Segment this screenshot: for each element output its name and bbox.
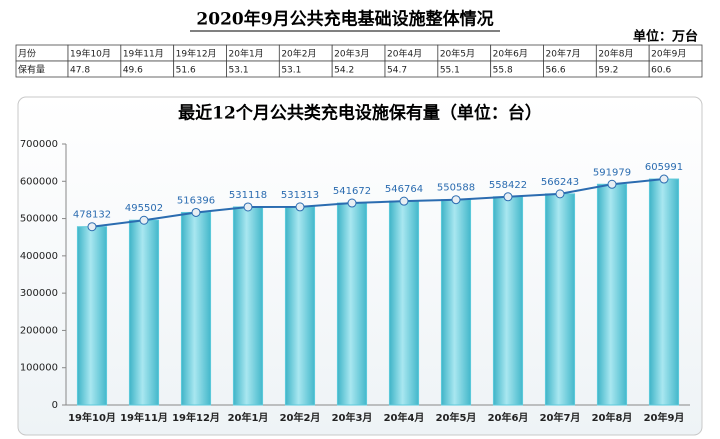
table-cell-text: 51.6: [176, 66, 196, 76]
summary-table: 月份 19年10月 19年11月 19年12月 20年1月 20年2月 20年3月 20年4月…: [15, 44, 703, 78]
bar: [128, 219, 160, 406]
unit-label: 单位：万台: [633, 29, 698, 45]
x-tick-label: 19年12月: [172, 411, 220, 424]
table-cell-text: 20年8月: [598, 48, 633, 60]
x-tick-label: 20年2月: [280, 411, 321, 424]
table-cell-text: 47.8: [70, 66, 90, 76]
y-tick-label: 300000: [20, 288, 58, 299]
y-tick-label: 600000: [20, 176, 58, 187]
line-marker: [399, 196, 409, 206]
table-cell-text: 53.1: [229, 66, 249, 76]
trend-line: [91, 178, 665, 228]
data-label: 495502: [125, 203, 163, 214]
table-cell-text: 54.7: [387, 66, 407, 76]
table-cell-text: 20年5月: [440, 48, 475, 60]
table-cell-text: 54.2: [334, 66, 354, 76]
table-cell-text: 56.6: [546, 66, 566, 76]
line-marker: [347, 198, 357, 208]
data-label: 541672: [333, 186, 371, 197]
table-cell-text: 59.2: [598, 66, 618, 76]
bar: [336, 202, 368, 406]
y-tick-label: 100000: [20, 363, 58, 374]
y-tick-label: 200000: [20, 325, 58, 336]
table-cell-text: 60.6: [651, 66, 671, 76]
x-tick-label: 20年6月: [488, 411, 529, 424]
table-cell-text: 19年10月: [70, 48, 111, 60]
table-cell-text: 20年7月: [546, 48, 581, 60]
bar: [544, 193, 576, 406]
table-cell-text: 53.1: [281, 66, 301, 76]
line-marker: [295, 202, 305, 212]
data-label: 478132: [73, 210, 111, 221]
bar: [440, 199, 472, 406]
table-cell-text: 20年6月: [493, 48, 528, 60]
x-tick-label: 20年7月: [540, 411, 581, 424]
line-marker: [607, 179, 617, 189]
bar: [232, 206, 264, 406]
plot: 0 100000 200000 300000 400000 500000 600000 700…: [20, 139, 690, 424]
page-title: 2020年9月公共充电基础设施整体情况: [196, 9, 493, 30]
table-cell: [648, 60, 703, 78]
data-label: 546764: [385, 184, 423, 195]
x-tick-label: 19年11月: [120, 411, 168, 424]
bar: [388, 200, 420, 406]
x-tick-label: 20年3月: [332, 411, 373, 424]
table-cell-text: 49.6: [123, 66, 143, 76]
table-cell-text: 20年4月: [387, 48, 422, 60]
data-label: 591979: [593, 167, 631, 178]
y-tick-label: 700000: [20, 139, 58, 150]
table-cell-text: 20年1月: [229, 48, 264, 60]
table-cell-text: 55.1: [440, 66, 460, 76]
data-label: 605991: [645, 162, 683, 173]
line-marker: [451, 195, 461, 205]
table-cell-text: 月份: [18, 48, 36, 60]
table-cell-text: 20年9月: [651, 48, 686, 60]
table-cell-text: 保有量: [18, 64, 45, 76]
bar: [596, 183, 628, 406]
x-tick-label: 20年1月: [228, 411, 269, 424]
data-label: 566243: [541, 177, 579, 188]
line-marker: [139, 215, 149, 225]
line-marker: [243, 202, 253, 212]
table-cell-text: 20年3月: [334, 48, 369, 60]
x-tick-label: 20年8月: [592, 411, 633, 424]
data-label: 531118: [229, 190, 267, 201]
x-tick-label: 19年10月: [68, 411, 116, 424]
bar: [180, 211, 212, 406]
table-cell-text: 19年12月: [176, 48, 217, 60]
data-label: 516396: [177, 195, 215, 206]
line-marker: [659, 174, 669, 184]
table-cell-text: 19年11月: [123, 48, 164, 60]
x-tick-label: 20年9月: [644, 411, 685, 424]
x-tick-label: 20年4月: [384, 411, 425, 424]
line-marker: [87, 222, 97, 232]
line-marker: [555, 189, 565, 199]
y-tick-label: 500000: [20, 214, 58, 225]
bar: [284, 206, 316, 406]
y-tick-label: 400000: [20, 251, 58, 262]
x-tick-label: 20年5月: [436, 411, 477, 424]
line-marker: [191, 207, 201, 217]
data-label: 558422: [489, 180, 527, 191]
data-label: 531313: [281, 190, 319, 201]
bar: [76, 226, 108, 406]
table-cell-text: 20年2月: [281, 48, 316, 60]
table-cell-text: 55.8: [493, 66, 513, 76]
data-label: 550588: [437, 183, 475, 194]
y-tick-label: 0: [52, 400, 58, 411]
chart-title: 最近12个月公共类充电设施保有量（单位：台）: [178, 103, 542, 124]
bar: [648, 178, 680, 406]
bar: [492, 196, 524, 406]
line-marker: [503, 192, 513, 202]
